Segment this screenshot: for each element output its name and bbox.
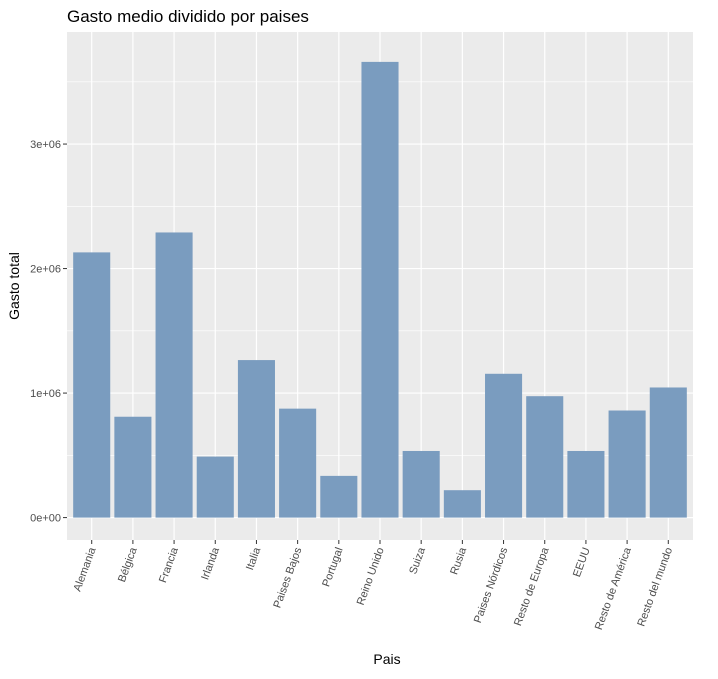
bar-rusia (443, 490, 481, 518)
bar-paises-n-rdicos (485, 373, 523, 518)
y-tick-label: 1e+06 (30, 388, 61, 400)
bar-portugal (320, 475, 358, 518)
y-tick-label: 2e+06 (30, 264, 61, 276)
x-tick-label: Reino Unido (355, 546, 387, 607)
y-axis: 0e+00 1e+06 2e+06 3e+06 (30, 139, 67, 525)
bar-francia (155, 232, 193, 518)
x-tick-label: Paises Nórdicos (472, 545, 511, 624)
bar-suiza (402, 450, 440, 518)
x-axis-title: Pais (373, 651, 400, 667)
bar-resto-de-am-rica (608, 410, 646, 518)
bar-b-lgica (114, 416, 152, 518)
x-tick-label: Irlanda (199, 545, 222, 582)
x-tick-label: Paises Bajos (271, 545, 304, 609)
bar-reino-unido (361, 61, 399, 518)
chart-title: Gasto medio dividido por paises (67, 7, 309, 26)
x-tick-label: Resto del mundo (635, 546, 675, 628)
bar-italia (237, 360, 275, 518)
x-tick-label: Francia (157, 545, 181, 584)
x-axis: Alemania Bélgica Francia Irlanda Italia Paise… (72, 540, 675, 632)
x-tick-label: Suiza (407, 545, 428, 576)
bar-alemania (73, 252, 111, 518)
x-tick-label: Resto de Europa (512, 545, 552, 628)
x-tick-label: Italia (244, 545, 264, 572)
bar-paises-bajos (279, 408, 317, 518)
y-tick-label: 0e+00 (30, 513, 61, 525)
bar-eeuu (567, 450, 605, 518)
bar-resto-de-europa (526, 396, 564, 518)
y-axis-title: Gasto total (6, 252, 22, 320)
bars (73, 61, 687, 518)
bar-resto-del-mundo (649, 387, 687, 518)
x-tick-label: Bélgica (116, 545, 140, 584)
x-tick-label: Portugal (320, 546, 345, 589)
x-tick-label: Alemania (72, 545, 99, 593)
y-tick-label: 3e+06 (30, 139, 61, 151)
bar-irlanda (196, 456, 234, 518)
x-tick-label: Rusia (448, 545, 469, 576)
x-tick-label: EEUU (571, 546, 593, 579)
x-tick-label: Resto de América (593, 545, 634, 632)
